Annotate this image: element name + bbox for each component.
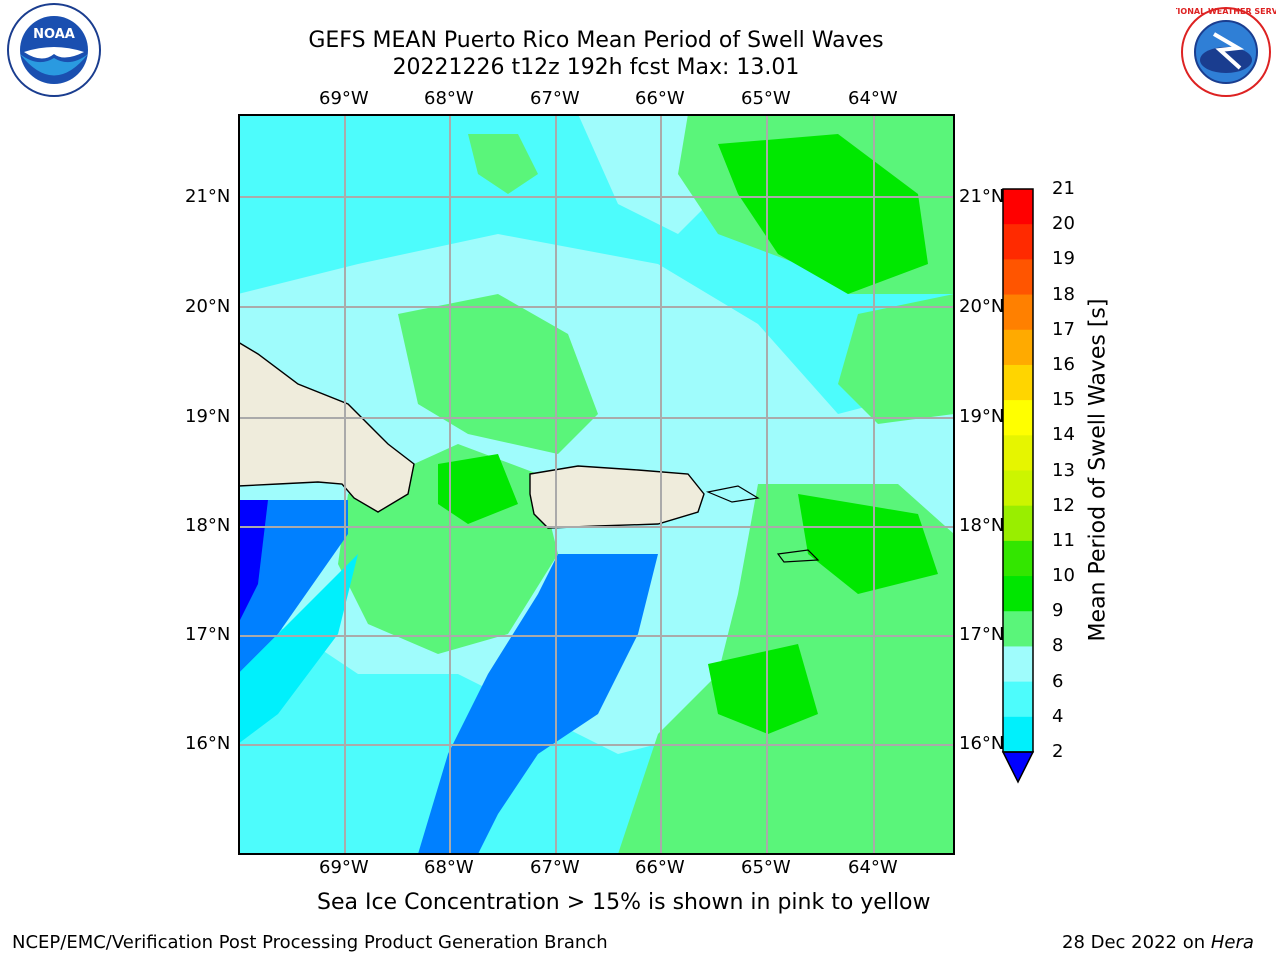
lat-label-left: 21°N bbox=[185, 186, 231, 207]
chart-title: GEFS MEAN Puerto Rico Mean Period of Swe… bbox=[308, 28, 884, 53]
colorbar-tick-label: 14 bbox=[1052, 424, 1075, 446]
colorbar-segment bbox=[1003, 716, 1033, 753]
lat-label-right: 20°N bbox=[959, 296, 1005, 317]
colorbar-segment bbox=[1003, 259, 1033, 296]
colorbar-segment bbox=[1003, 435, 1033, 471]
swell-zone-peak bbox=[438, 454, 518, 524]
map-frame bbox=[238, 114, 955, 855]
colorbar-tick-label: 4 bbox=[1052, 705, 1064, 727]
lat-label-left: 17°N bbox=[185, 624, 231, 645]
lon-label-top: 69°W bbox=[319, 88, 369, 109]
lat-label-right: 19°N bbox=[959, 406, 1005, 427]
lon-label-bottom: 64°W bbox=[848, 857, 898, 878]
date-credit-text: 28 Dec 2022 on bbox=[1062, 932, 1211, 953]
lat-label-left: 16°N bbox=[185, 733, 231, 754]
land-small-islands bbox=[705, 485, 820, 563]
lat-label-left: 18°N bbox=[185, 515, 231, 536]
colorbar-segment bbox=[1003, 224, 1033, 260]
nws-logo: NATIONAL WEATHER SERVICE bbox=[1176, 7, 1276, 97]
lat-label-left: 19°N bbox=[185, 406, 231, 427]
sea-ice-note: Sea Ice Concentration > 15% is shown in … bbox=[317, 890, 931, 915]
lon-label-bottom: 67°W bbox=[530, 857, 580, 878]
colorbar-tick-label: 11 bbox=[1052, 529, 1075, 551]
lon-label-bottom: 66°W bbox=[635, 857, 685, 878]
lon-label-bottom: 65°W bbox=[741, 857, 791, 878]
lon-label-top: 68°W bbox=[424, 88, 474, 109]
noaa-logo-text: NOAA bbox=[33, 27, 75, 42]
colorbar-segment bbox=[1003, 611, 1033, 647]
swell-zone-green bbox=[398, 294, 598, 454]
colorbar-under-arrow bbox=[1001, 751, 1035, 784]
colorbar-tick-label: 17 bbox=[1052, 318, 1075, 340]
host-name: Hera bbox=[1210, 932, 1254, 953]
colorbar-segment bbox=[1003, 329, 1033, 366]
colorbar-segment bbox=[1003, 400, 1033, 436]
colorbar-segment bbox=[1003, 576, 1033, 612]
colorbar-tick-label: 10 bbox=[1052, 565, 1075, 587]
colorbar-tick-label: 19 bbox=[1052, 248, 1075, 270]
colorbar-segment bbox=[1003, 646, 1033, 683]
swell-zone-peak bbox=[718, 134, 928, 294]
lat-label-right: 16°N bbox=[959, 733, 1005, 754]
colorbar-segment bbox=[1003, 294, 1033, 331]
chart-subtitle: 20221226 t12z 192h fcst Max: 13.01 bbox=[392, 55, 800, 80]
lon-label-top: 65°W bbox=[741, 88, 791, 109]
colorbar bbox=[1001, 188, 1035, 784]
swell-zone-peak bbox=[798, 494, 938, 594]
colorbar-tick-label: 9 bbox=[1052, 600, 1064, 622]
colorbar-tick-label: 12 bbox=[1052, 494, 1075, 516]
lon-label-bottom: 69°W bbox=[319, 857, 369, 878]
colorbar-tick-label: 16 bbox=[1052, 353, 1075, 375]
colorbar-tick-label: 13 bbox=[1052, 459, 1075, 481]
swell-zone-deep-blue bbox=[238, 500, 268, 624]
lat-label-left: 20°N bbox=[185, 296, 231, 317]
colorbar-segment bbox=[1003, 470, 1033, 507]
swell-zone-blue bbox=[418, 554, 658, 854]
swell-zone-blue bbox=[238, 500, 348, 674]
lon-label-top: 67°W bbox=[530, 88, 580, 109]
colorbar-segment bbox=[1003, 540, 1033, 577]
lat-label-right: 17°N bbox=[959, 624, 1005, 645]
lon-label-top: 64°W bbox=[848, 88, 898, 109]
colorbar-tick-label: 2 bbox=[1052, 741, 1064, 762]
swell-zone-green bbox=[468, 134, 538, 194]
colorbar-tick-label: 15 bbox=[1052, 389, 1075, 411]
swell-zone-cyan bbox=[238, 554, 358, 744]
swell-zone-green bbox=[838, 294, 954, 424]
colorbar-tick-label: 6 bbox=[1052, 670, 1064, 692]
lat-label-right: 21°N bbox=[959, 186, 1005, 207]
colorbar-segment bbox=[1003, 681, 1033, 718]
colorbar-frame bbox=[1002, 188, 1034, 753]
noaa-logo: NOAA bbox=[7, 3, 101, 97]
colorbar-tick-label: 18 bbox=[1052, 283, 1075, 305]
branch-credit: NCEP/EMC/Verification Post Processing Pr… bbox=[12, 932, 608, 953]
lat-label-right: 18°N bbox=[959, 515, 1005, 536]
colorbar-tick-label: 8 bbox=[1052, 635, 1064, 657]
colorbar-segment bbox=[1003, 364, 1033, 401]
date-credit: 28 Dec 2022 on Hera bbox=[1062, 932, 1254, 953]
map-panel bbox=[238, 114, 955, 855]
nws-logo-text: NATIONAL WEATHER SERVICE bbox=[1176, 7, 1276, 16]
colorbar-label: Mean Period of Swell Waves [s] bbox=[1085, 298, 1111, 642]
lon-label-top: 66°W bbox=[635, 88, 685, 109]
lon-label-bottom: 68°W bbox=[424, 857, 474, 878]
colorbar-tick-label: 20 bbox=[1052, 213, 1075, 235]
colorbar-segment bbox=[1003, 189, 1033, 225]
colorbar-segment bbox=[1003, 505, 1033, 542]
graticule bbox=[238, 114, 954, 854]
colorbar-segments bbox=[1003, 189, 1033, 753]
colorbar-tick-label: 21 bbox=[1052, 178, 1075, 199]
swell-zone-peak bbox=[708, 644, 818, 734]
land-hispaniola bbox=[238, 341, 415, 513]
